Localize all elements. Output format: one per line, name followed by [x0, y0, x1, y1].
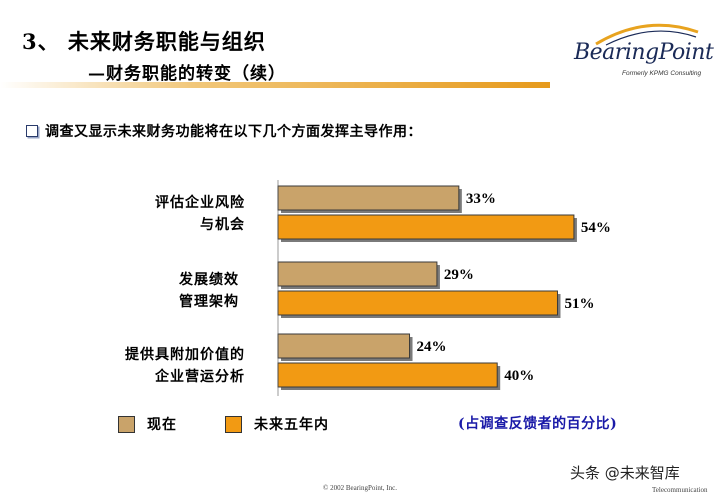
watermark: 头条 @未来智库	[570, 464, 680, 482]
bar-now	[277, 185, 460, 211]
legend-item-future: 未来五年内	[225, 414, 329, 434]
chart-note: (占调查反馈者的百分比)	[458, 416, 618, 432]
data-label-now: 33%	[466, 191, 496, 207]
bar-future	[277, 362, 498, 388]
data-label-now: 29%	[444, 267, 474, 283]
footer-sub-label: Telecommunication	[652, 486, 708, 494]
category-label-line: 与机会	[200, 217, 245, 233]
legend-label: 未来五年内	[254, 417, 329, 433]
checkbox-bullet-icon	[26, 125, 38, 137]
title-underline	[0, 82, 550, 88]
category-label-risk: 评估企业风险 与机会	[10, 192, 245, 236]
logo-arc-icon	[595, 23, 699, 46]
category-label-line: 提供具附加价值的	[125, 347, 245, 363]
legend-item-now: 现在	[118, 414, 177, 434]
category-label-analysis: 提供具附加价值的 企业营运分析	[10, 344, 245, 388]
category-label-line: 企业营运分析	[155, 369, 245, 385]
data-label-future: 54%	[581, 220, 611, 236]
category-label-line: 发展绩效	[179, 272, 239, 288]
legend-swatch	[118, 415, 135, 433]
category-label-line: 管理架构	[179, 294, 239, 310]
logo-wordmark: BearingPoint	[574, 40, 714, 65]
bar-now	[277, 333, 411, 359]
page-title: 3、 未来财务职能与组织	[22, 29, 266, 54]
data-label-now: 24%	[417, 339, 447, 355]
bar-future	[277, 290, 558, 316]
category-label-performance: 发展绩效 管理架构	[4, 269, 239, 313]
data-label-future: 40%	[504, 368, 534, 384]
logo-tagline: Formerly KPMG Consulting	[622, 70, 702, 77]
data-label-future: 51%	[564, 296, 594, 312]
bearingpoint-logo: BearingPoint Formerly KPMG Consulting	[566, 18, 714, 82]
bar-now	[277, 261, 438, 287]
category-label-line: 评估企业风险	[155, 195, 245, 211]
bullet-text: 调查又显示未来财务功能将在以下几个方面发挥主导作用：	[45, 124, 422, 140]
bar-future	[277, 214, 575, 240]
legend-swatch	[225, 415, 242, 433]
copyright: © 2002 BearingPoint, Inc.	[323, 484, 397, 492]
legend-label: 现在	[147, 417, 177, 433]
page-subtitle: —财务职能的转变（续）	[88, 64, 286, 84]
bullet-point: 调查又显示未来财务功能将在以下几个方面发挥主导作用：	[26, 121, 422, 141]
